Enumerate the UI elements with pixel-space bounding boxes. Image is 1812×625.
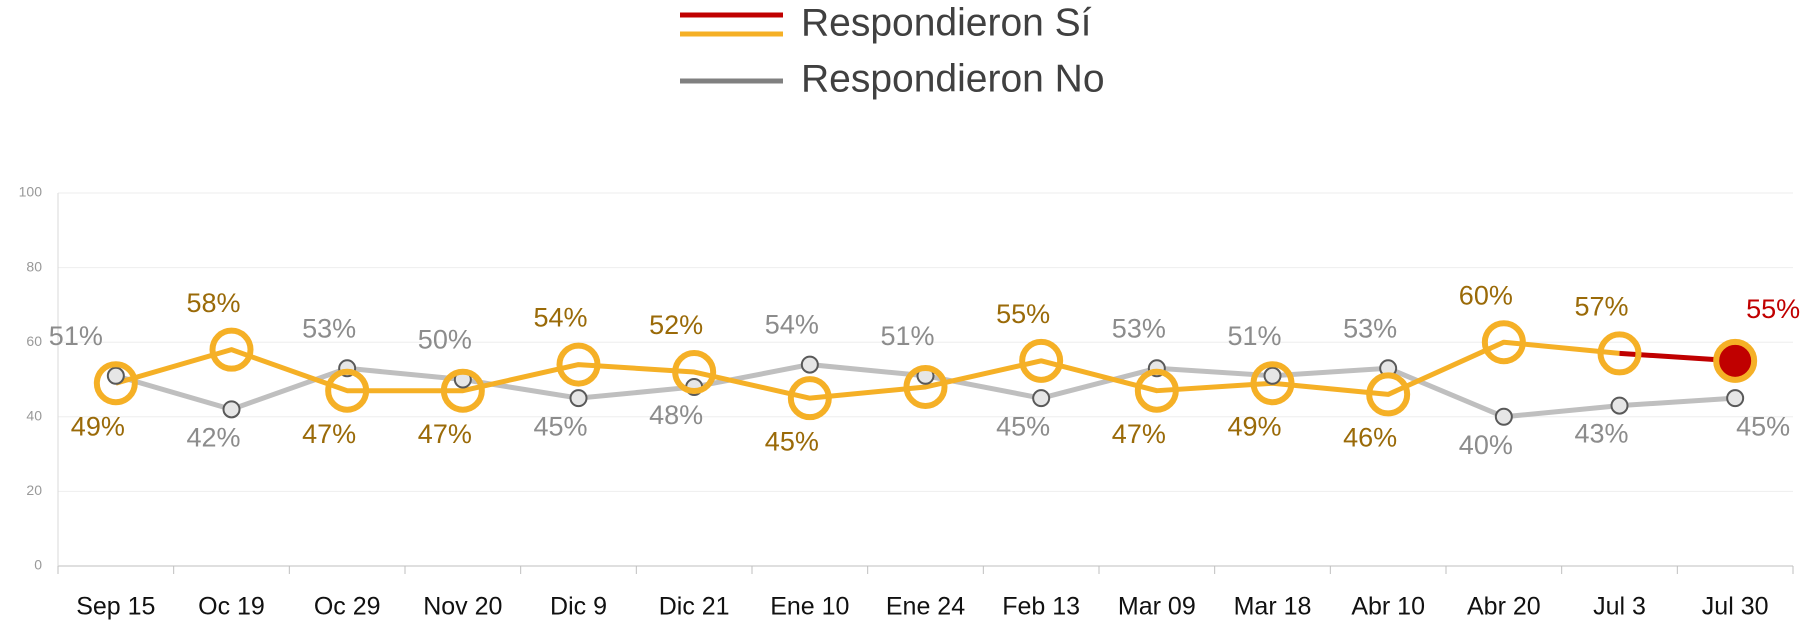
- x-tick-label: Ene 24: [886, 593, 965, 621]
- x-tick-label: Oc 29: [314, 593, 381, 621]
- marker: [93, 361, 138, 406]
- marker: [800, 355, 819, 374]
- marker: [1481, 320, 1526, 365]
- y-tick-label: 60: [26, 333, 42, 349]
- data-label: 48%: [649, 400, 703, 430]
- marker: [325, 368, 370, 413]
- data-label: 51%: [880, 321, 934, 351]
- marker: [222, 400, 241, 419]
- x-tick-label: Mar 18: [1234, 593, 1312, 621]
- data-label: 47%: [418, 419, 472, 449]
- data-label: 60%: [1459, 280, 1513, 310]
- x-tick-label: Dic 21: [659, 593, 730, 621]
- marker: [1134, 368, 1179, 413]
- x-tick-label: Nov 20: [423, 593, 502, 621]
- x-tick-label: Sep 15: [76, 593, 155, 621]
- data-label: 57%: [1574, 292, 1628, 322]
- data-label: 45%: [533, 411, 587, 441]
- marker: [1494, 407, 1513, 426]
- data-label: 54%: [533, 303, 587, 333]
- data-label: 55%: [996, 299, 1050, 329]
- data-label: 49%: [71, 411, 125, 441]
- marker: [1019, 338, 1064, 383]
- marker: [1250, 361, 1295, 406]
- marker: [1032, 389, 1051, 408]
- x-tick-label: Jul 30: [1702, 593, 1769, 621]
- data-label: 45%: [1736, 411, 1790, 441]
- data-label: 40%: [1459, 430, 1513, 460]
- marker: [440, 368, 485, 413]
- marker: [1726, 389, 1745, 408]
- x-tick-label: Abr 10: [1351, 593, 1425, 621]
- marker: [1366, 372, 1411, 417]
- x-tick-label: Feb 13: [1002, 593, 1080, 621]
- marker: [672, 350, 717, 395]
- y-tick-label: 80: [26, 258, 42, 274]
- data-label: 42%: [186, 422, 240, 452]
- data-label: 55%: [1746, 294, 1800, 324]
- x-tick-label: Mar 09: [1118, 593, 1196, 621]
- data-label: 43%: [1574, 419, 1628, 449]
- data-label: 58%: [186, 288, 240, 318]
- x-tick-label: Ene 10: [770, 593, 849, 621]
- data-label: 53%: [302, 313, 356, 343]
- marker: [1610, 396, 1629, 415]
- marker: [903, 364, 948, 409]
- marker: [1597, 331, 1642, 376]
- marker: [209, 327, 254, 372]
- marker: [106, 366, 125, 385]
- data-label: 46%: [1343, 423, 1397, 453]
- data-label: 54%: [765, 310, 819, 340]
- data-label: 49%: [1227, 411, 1281, 441]
- data-label: 47%: [1112, 419, 1166, 449]
- y-tick-label: 0: [34, 557, 42, 573]
- x-tick-label: Jul 3: [1593, 593, 1646, 621]
- legend-label: Respondieron Sí: [801, 1, 1092, 44]
- data-label: 51%: [1227, 321, 1281, 351]
- marker: [1263, 366, 1282, 385]
- data-label: 51%: [49, 321, 103, 351]
- y-tick-label: 100: [19, 184, 43, 200]
- x-tick-label: Abr 20: [1467, 593, 1541, 621]
- marker: [787, 376, 832, 421]
- y-tick-label: 20: [26, 482, 42, 498]
- data-label: 45%: [765, 426, 819, 456]
- marker: [556, 342, 601, 387]
- x-tick-label: Oc 19: [198, 593, 265, 621]
- data-label: 53%: [1112, 313, 1166, 343]
- data-label: 47%: [302, 419, 356, 449]
- marker: [1713, 338, 1758, 383]
- data-label: 53%: [1343, 313, 1397, 343]
- legend-label: Respondieron No: [801, 57, 1105, 100]
- data-label: 52%: [649, 310, 703, 340]
- data-label: 45%: [996, 411, 1050, 441]
- data-label: 50%: [418, 325, 472, 355]
- x-tick-label: Dic 9: [550, 593, 607, 621]
- marker: [569, 389, 588, 408]
- y-tick-label: 40: [26, 408, 42, 424]
